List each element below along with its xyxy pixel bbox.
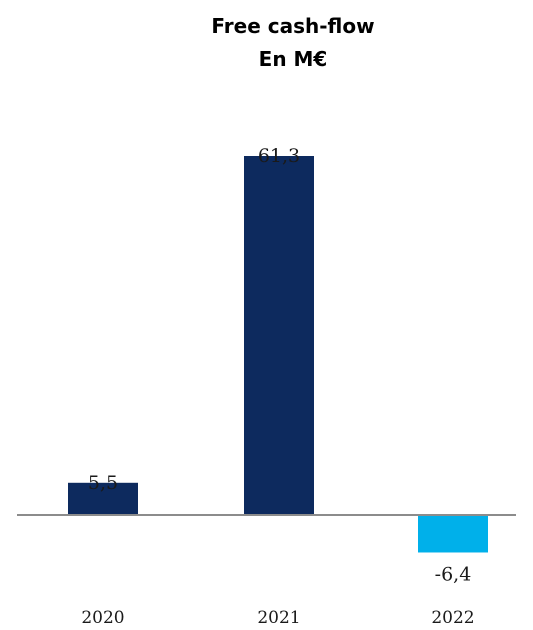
bars-group (68, 156, 488, 553)
bar-2020 (68, 482, 138, 515)
value-label-2020: 5,5 (88, 472, 118, 494)
chart-title-line-1: Free cash-flow (211, 14, 374, 38)
x-tick-label-2022: 2022 (431, 608, 474, 628)
value-label-2021: 61,3 (258, 145, 300, 167)
x-tick-label-2021: 2021 (257, 608, 300, 628)
bar-2022 (418, 515, 488, 553)
value-label-2022: -6,4 (435, 563, 472, 585)
x-tick-label-2020: 2020 (81, 608, 124, 628)
bar-2021 (244, 156, 314, 515)
labels-group: 5,5 2020 61,3 2021 -6,4 2022 (81, 145, 474, 628)
chart-title-line-2: En M€ (259, 47, 328, 71)
